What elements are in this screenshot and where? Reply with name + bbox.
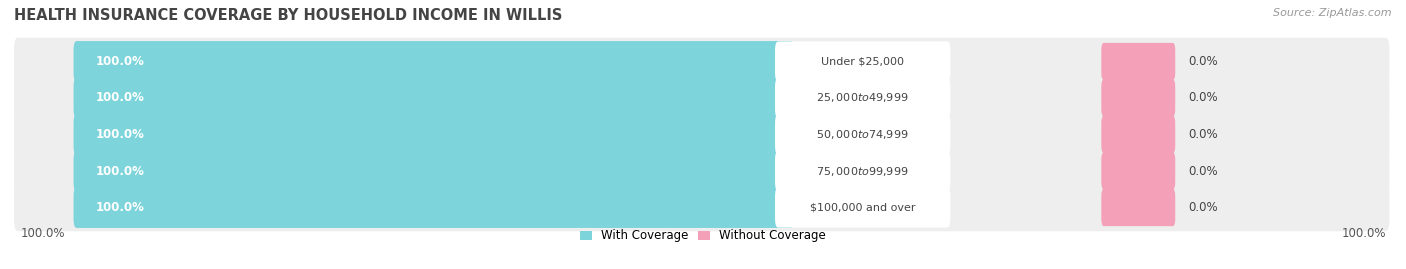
Text: $100,000 and over: $100,000 and over (810, 203, 915, 213)
Text: 0.0%: 0.0% (1188, 55, 1218, 68)
FancyBboxPatch shape (775, 187, 950, 228)
FancyBboxPatch shape (14, 74, 1389, 122)
FancyBboxPatch shape (1101, 189, 1175, 226)
FancyBboxPatch shape (73, 41, 794, 82)
FancyBboxPatch shape (1101, 43, 1175, 80)
Text: Source: ZipAtlas.com: Source: ZipAtlas.com (1274, 8, 1392, 18)
FancyBboxPatch shape (14, 147, 1389, 195)
Text: 100.0%: 100.0% (20, 227, 65, 240)
FancyBboxPatch shape (14, 184, 1389, 231)
FancyBboxPatch shape (73, 77, 794, 118)
FancyBboxPatch shape (73, 114, 794, 155)
FancyBboxPatch shape (1101, 79, 1175, 117)
Legend: With Coverage, Without Coverage: With Coverage, Without Coverage (575, 225, 831, 247)
Text: 100.0%: 100.0% (1341, 227, 1386, 240)
Text: 0.0%: 0.0% (1188, 128, 1218, 141)
FancyBboxPatch shape (775, 41, 950, 82)
FancyBboxPatch shape (14, 111, 1389, 158)
Text: $50,000 to $74,999: $50,000 to $74,999 (817, 128, 908, 141)
Text: Under $25,000: Under $25,000 (821, 56, 904, 66)
Text: 100.0%: 100.0% (96, 201, 145, 214)
Text: 0.0%: 0.0% (1188, 91, 1218, 104)
Text: $25,000 to $49,999: $25,000 to $49,999 (817, 91, 908, 104)
Text: $75,000 to $99,999: $75,000 to $99,999 (817, 165, 908, 178)
Text: 0.0%: 0.0% (1188, 165, 1218, 178)
FancyBboxPatch shape (73, 151, 794, 192)
FancyBboxPatch shape (775, 78, 950, 118)
Text: HEALTH INSURANCE COVERAGE BY HOUSEHOLD INCOME IN WILLIS: HEALTH INSURANCE COVERAGE BY HOUSEHOLD I… (14, 8, 562, 23)
FancyBboxPatch shape (1101, 116, 1175, 153)
Text: 100.0%: 100.0% (96, 55, 145, 68)
Text: 100.0%: 100.0% (96, 91, 145, 104)
Text: 0.0%: 0.0% (1188, 201, 1218, 214)
FancyBboxPatch shape (14, 38, 1389, 85)
Text: 100.0%: 100.0% (96, 128, 145, 141)
FancyBboxPatch shape (1101, 152, 1175, 190)
Text: 100.0%: 100.0% (96, 165, 145, 178)
FancyBboxPatch shape (775, 114, 950, 155)
FancyBboxPatch shape (775, 151, 950, 191)
FancyBboxPatch shape (73, 187, 794, 228)
